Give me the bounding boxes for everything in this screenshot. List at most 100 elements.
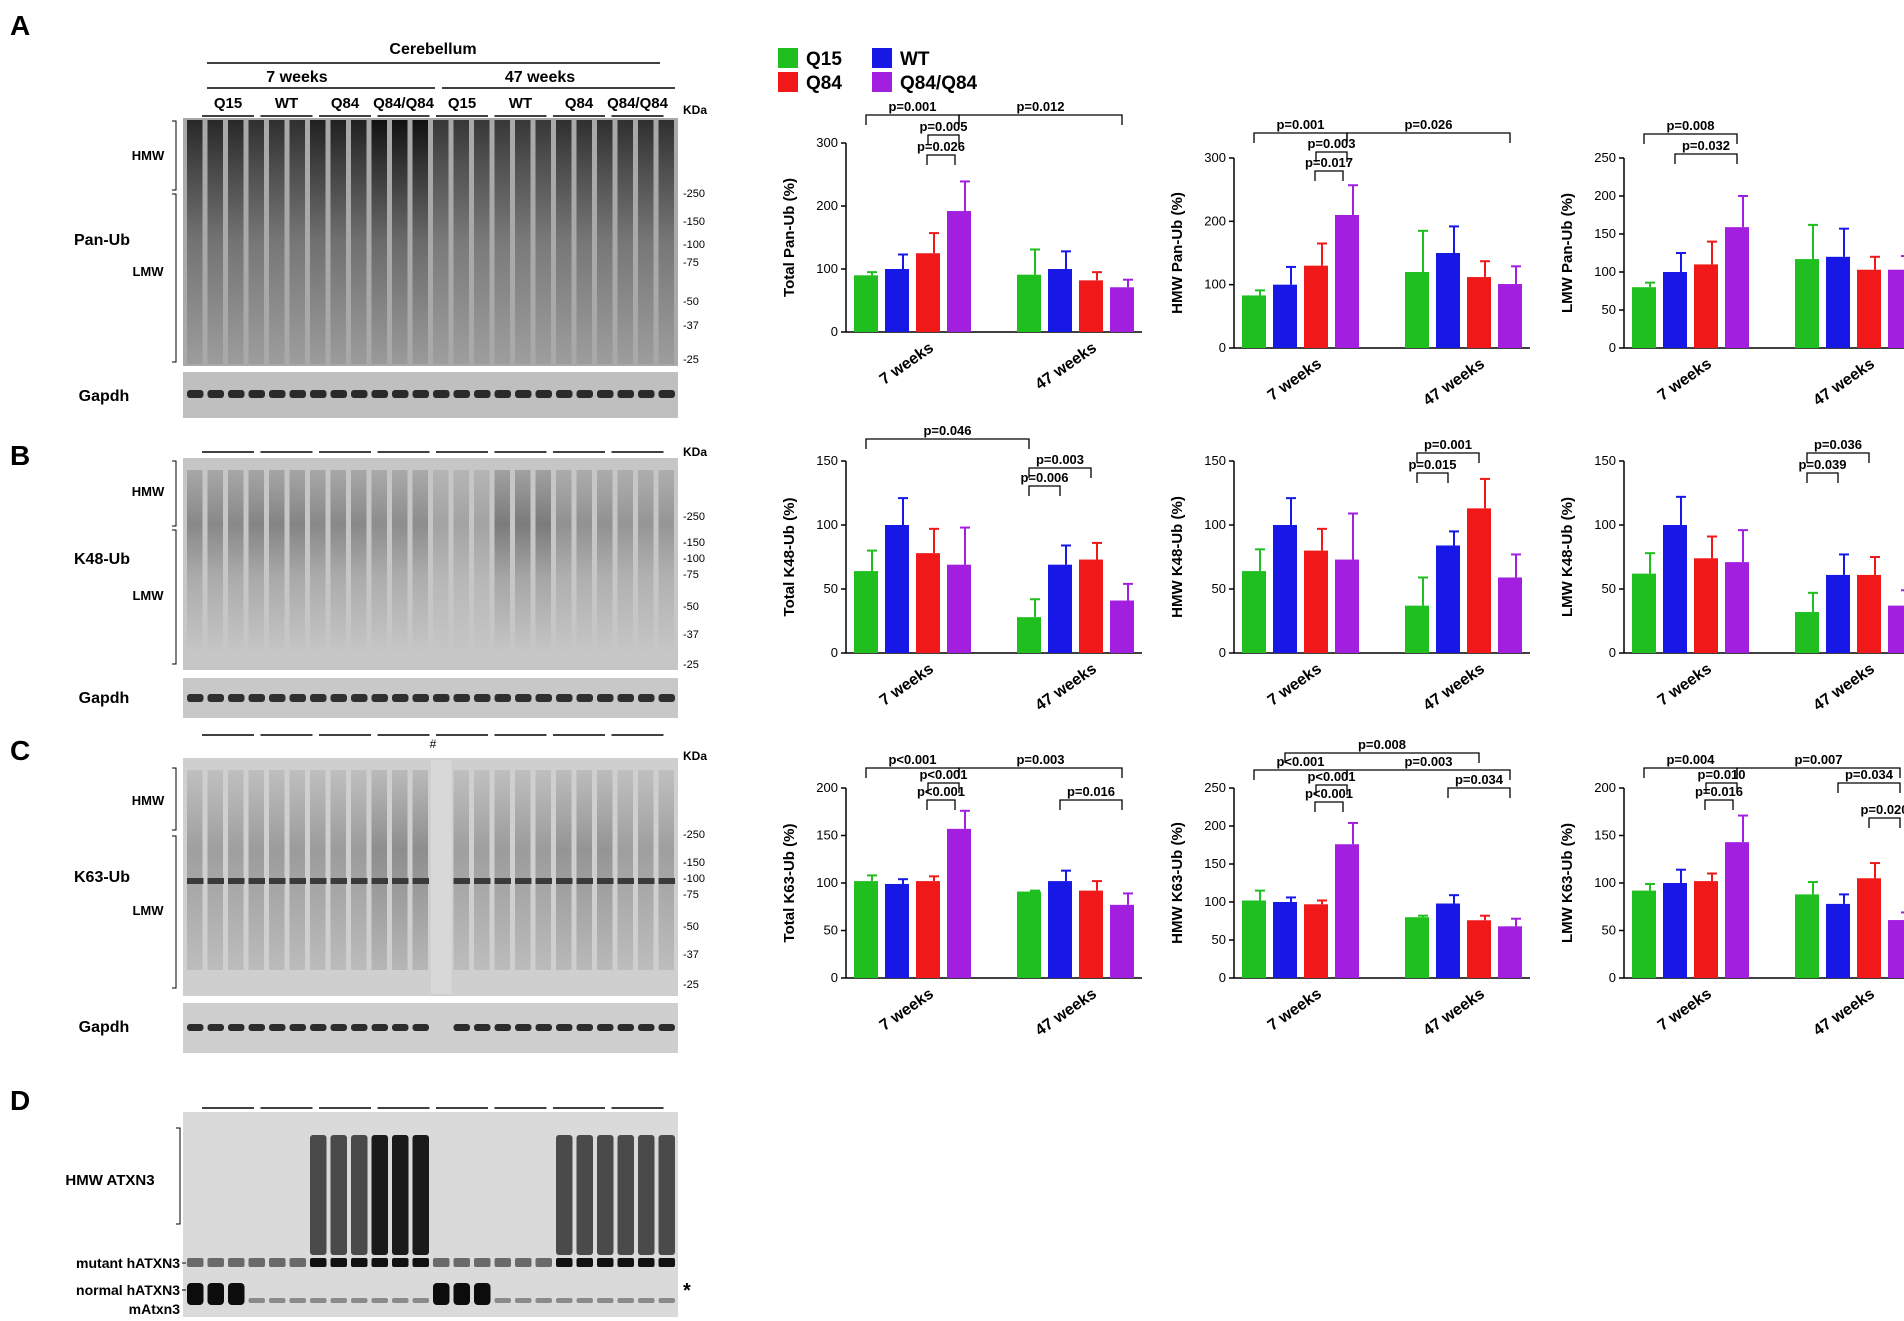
gapdh-band [474, 390, 491, 398]
bar [1436, 253, 1460, 348]
blot-lane [658, 770, 674, 970]
lmw-label-b: LMW [132, 588, 164, 603]
gapdh-band [330, 390, 347, 398]
gapdh-band [515, 694, 532, 702]
blot-lane [453, 770, 469, 970]
gapdh-band [474, 1024, 491, 1031]
bar [1405, 272, 1429, 348]
significance-bracket [927, 782, 960, 793]
significance-bracket [1674, 153, 1738, 164]
matxn3-band [392, 1298, 409, 1303]
normal-band [228, 1283, 245, 1305]
gapdh-band [248, 390, 265, 398]
hmw-atxn3-smear [658, 1135, 675, 1255]
gapdh-band [412, 1024, 429, 1031]
kda-marker: -25 [683, 979, 699, 991]
y-tick-label: 50 [1602, 923, 1616, 938]
blot-lane [310, 770, 326, 970]
lane-labels: Q15 WT Q84 Q84/Q84 Q15 WT Q84 Q84/Q84 [202, 95, 669, 117]
p-value-label: p<0.001 [888, 752, 936, 767]
bar-charts: 0 100 200 300 Total Pan-Ub (%) 7 weeks 47 week… [781, 99, 1904, 1040]
chart-7: 0 50 100 150 200 Total K63-Ub (%) 7 weeks 47 we… [781, 752, 1142, 1040]
hmw-label-a: HMW [132, 148, 165, 163]
hmw-atxn3-smear [638, 1135, 655, 1255]
legend-label: Q84 [806, 73, 842, 94]
significance-bracket [865, 438, 1030, 449]
chart-3: 0 50 100 150 200 250 LMW Pan-Ub (%) 7 weeks 47 w… [1559, 118, 1904, 410]
blot-lane [556, 470, 572, 650]
significance-bracket [1736, 767, 1901, 778]
chart-9: 0 50 100 150 200 LMW K63-Ub (%) 7 weeks 47 week… [1559, 752, 1904, 1040]
age-label-7w: 7 weeks [266, 69, 327, 86]
k63-band [453, 878, 470, 884]
blot-lane [371, 770, 387, 970]
gapdh-band [371, 694, 388, 702]
significance-bracket [926, 799, 956, 810]
gapdh-band [638, 390, 655, 398]
gapdh-band [658, 694, 675, 702]
bar [947, 828, 971, 978]
blot-lane [638, 770, 654, 970]
kda-marker: -250 [683, 511, 705, 523]
kda-marker: -100 [683, 873, 705, 885]
blot-b-membrane [183, 458, 678, 670]
legend-swatch [872, 72, 892, 92]
y-tick-label: 50 [1602, 302, 1616, 317]
gapdh-band [351, 1024, 368, 1031]
category-label: 7 weeks [877, 660, 937, 709]
significance-bracket [958, 767, 1123, 778]
lmw-label-a: LMW [132, 264, 164, 279]
gapdh-band [269, 390, 286, 398]
significance-bracket [1704, 799, 1734, 810]
blot-lane [638, 120, 654, 364]
blot-lane [351, 120, 367, 364]
gapdh-band [392, 390, 409, 398]
bar [1304, 265, 1328, 348]
y-tick-label: 150 [1204, 856, 1226, 871]
gapdh-band [187, 1024, 204, 1031]
blot-lane [433, 470, 449, 650]
gapdh-band [556, 694, 573, 702]
category-label: 47 weeks [1810, 355, 1877, 409]
k63-band [474, 878, 491, 884]
bar [1242, 295, 1266, 348]
bar [1048, 564, 1072, 653]
y-tick-label: 50 [1602, 581, 1616, 596]
gapdh-band [494, 390, 511, 398]
bar [854, 275, 878, 332]
gapdh-label-b: Gapdh [79, 690, 130, 707]
lane-label: Q15 [448, 95, 476, 112]
bar [1795, 259, 1819, 348]
gapdh-band [597, 1024, 614, 1031]
bar [1694, 264, 1718, 348]
y-axis-label: Total K63-Ub (%) [781, 824, 798, 943]
blot-lane [556, 770, 572, 970]
y-axis-label: HMW Pan-Ub (%) [1169, 192, 1186, 314]
gapdh-band [228, 390, 245, 398]
panel-letter-a: A [10, 10, 30, 41]
bar [1663, 883, 1687, 978]
bar [1694, 881, 1718, 978]
k63-band [228, 878, 245, 884]
blot-lane [330, 470, 346, 650]
y-tick-label: 0 [831, 324, 838, 339]
gapdh-band [351, 694, 368, 702]
y-tick-label: 200 [816, 198, 838, 213]
mutant-band [412, 1258, 429, 1267]
significance-bracket [1705, 782, 1738, 793]
bar [1857, 574, 1881, 653]
hmw-bracket-a [172, 120, 177, 191]
p-value-label: p=0.003 [1404, 754, 1452, 769]
kda-marker: -100 [683, 239, 705, 251]
bar [1304, 904, 1328, 978]
bar [1725, 842, 1749, 978]
blot-a-lanes [187, 120, 674, 364]
bar [916, 881, 940, 978]
blot-lane [412, 120, 428, 364]
lane-label: Q84/Q84 [607, 95, 669, 112]
bar [1663, 272, 1687, 348]
p-value-label: p=0.012 [1016, 99, 1064, 114]
p-value-label: p=0.016 [1695, 784, 1743, 799]
gapdh-c-bands [187, 1024, 675, 1031]
blot-lane [494, 770, 510, 970]
